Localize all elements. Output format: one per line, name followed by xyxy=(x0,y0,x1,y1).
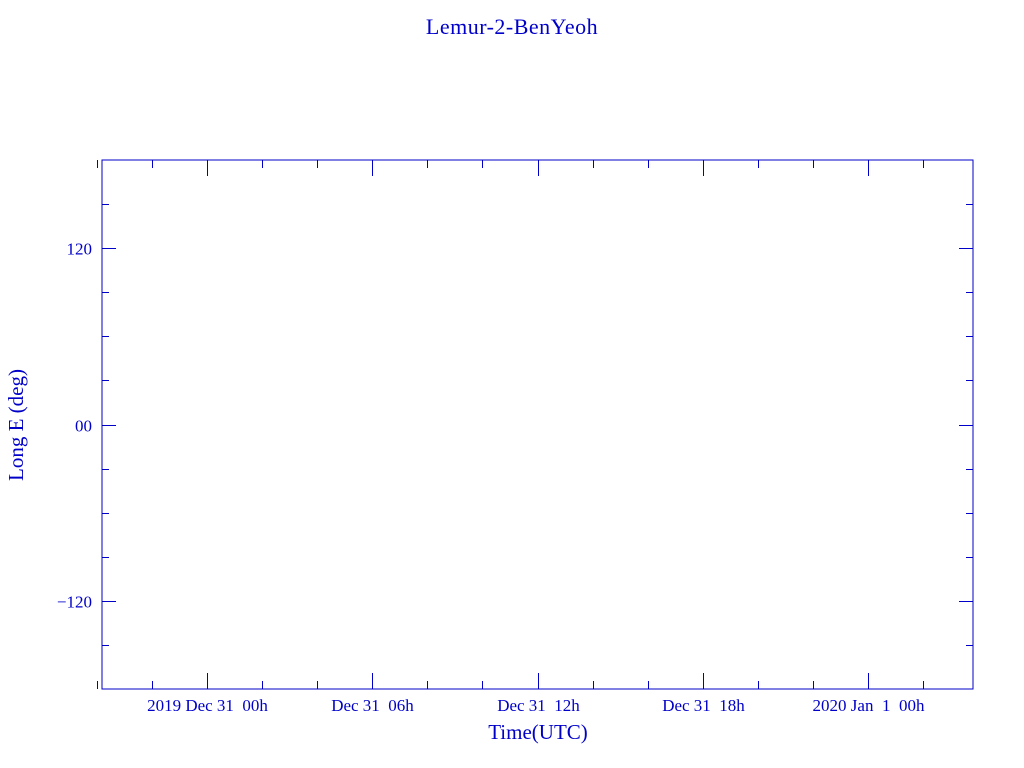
x-tick-label: Dec 31 12h xyxy=(497,696,580,715)
x-tick-label: Dec 31 06h xyxy=(331,696,414,715)
y-axis-label: Long E (deg) xyxy=(4,369,28,481)
x-axis-label: Time(UTC) xyxy=(488,720,588,744)
x-tick-label: 2019 Dec 31 00h xyxy=(147,696,268,715)
x-tick-label: Dec 31 18h xyxy=(662,696,745,715)
plot-frame xyxy=(101,159,974,690)
y-tick-label: 120 xyxy=(67,240,93,259)
y-tick-label: 00 xyxy=(75,417,92,436)
chart-title: Lemur-2-BenYeoh xyxy=(425,14,599,39)
x-tick-label: 2020 Jan 1 00h xyxy=(813,696,925,715)
y-tick-label: −120 xyxy=(57,593,92,612)
